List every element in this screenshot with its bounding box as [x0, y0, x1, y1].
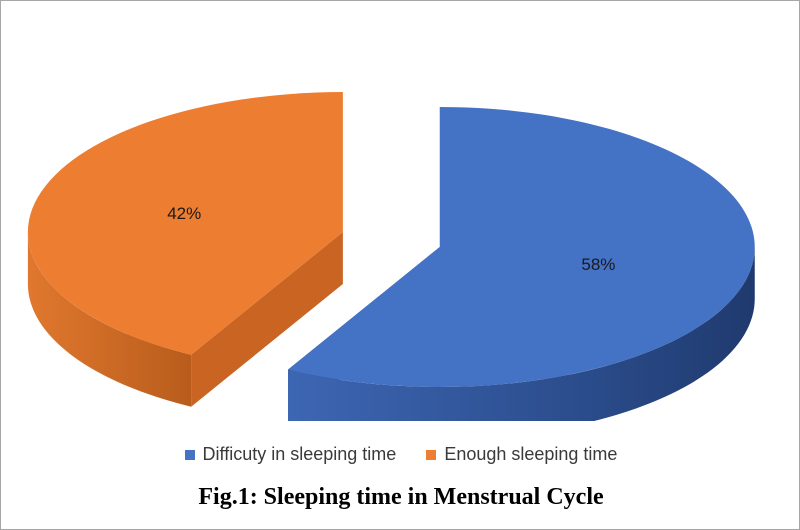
- legend-item-enough: Enough sleeping time: [426, 444, 617, 465]
- figure-caption: Fig.1: Sleeping time in Menstrual Cycle: [198, 484, 604, 510]
- legend-label-difficulty: Difficuty in sleeping time: [202, 444, 397, 464]
- pie-slice-enough: [27, 92, 343, 355]
- legend-swatch-orange: [426, 449, 437, 460]
- legend-item-difficulty: Difficuty in sleeping time: [184, 444, 397, 465]
- pie-side-enough: [27, 232, 192, 407]
- pie-chart: 42% 58%: [27, 92, 755, 421]
- legend-swatch-blue: [184, 449, 195, 460]
- legend: Difficuty in sleeping time Enough sleepi…: [1, 444, 800, 465]
- legend-label-enough: Enough sleeping time: [444, 444, 618, 464]
- data-label-enough: 42%: [167, 204, 201, 223]
- pie-slice-difficulty: [287, 106, 755, 387]
- pie-side-difficulty: [287, 246, 755, 421]
- data-label-difficulty: 58%: [581, 255, 615, 274]
- pie-wall-enough: [191, 232, 343, 407]
